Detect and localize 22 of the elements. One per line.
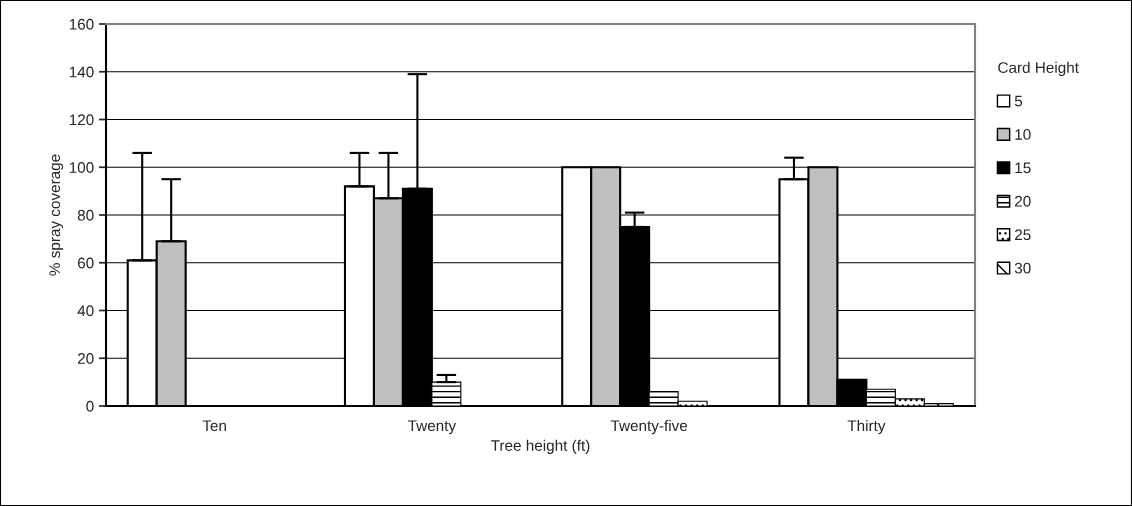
legend-label: 25 [1015,229,1031,241]
x-tick-label: Twenty-five [610,419,688,435]
y-tick-label: 20 [77,353,94,364]
y-tick-label: 120 [69,114,94,126]
legend-label: 20 [1015,195,1031,207]
legend-title: Card Height [998,61,1079,77]
y-tick-label: 100 [69,162,94,173]
legend-label: 30 [1014,262,1031,274]
legend-label: 15 [1015,162,1031,174]
y-tick-label: 80 [77,209,94,221]
x-tick-label: Thirty [847,419,886,435]
legend-label: 10 [1015,129,1031,140]
x-tick-label: Ten [202,420,226,432]
y-tick-label: 40 [77,305,94,317]
y-tick-label: 140 [69,66,94,78]
x-axis-title: Tree height (ft) [491,439,590,454]
x-tick-label: Twenty [408,420,457,435]
y-tick-label: 160 [69,18,94,30]
y-tick-label: 60 [77,257,94,269]
y-tick-label: 0 [86,400,94,412]
legend-label: 5 [1014,95,1023,107]
y-axis-title: % spray coverage [49,154,64,276]
